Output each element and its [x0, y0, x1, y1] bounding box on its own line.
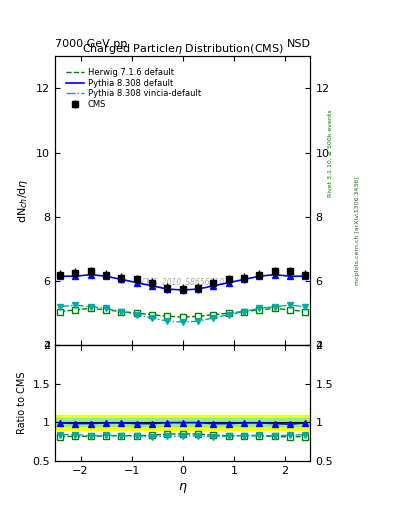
Pythia 8.308 vincia-default — [73, 302, 78, 308]
Line: Pythia 8.308 vincia-default: Pythia 8.308 vincia-default — [60, 305, 305, 322]
Herwig 7.1.6 default — [134, 310, 139, 316]
Herwig 7.1.6 default — [288, 307, 292, 313]
Pythia 8.308 default — [119, 276, 124, 283]
Pythia 8.308 default — [242, 276, 246, 283]
Pythia 8.308 vincia-default — [150, 315, 154, 321]
Herwig 7.1.6 default — [150, 312, 154, 318]
Pythia 8.308 vincia-default — [180, 319, 185, 325]
Herwig 7.1.6 default — [226, 310, 231, 316]
Pythia 8.308 vincia-default — [196, 318, 200, 324]
Pythia 8.308 default — [180, 287, 185, 293]
Text: CMS_2010_S8656010: CMS_2010_S8656010 — [141, 277, 224, 286]
Text: 7000 GeV pp: 7000 GeV pp — [55, 38, 127, 49]
Pythia 8.308 default — [226, 280, 231, 286]
Herwig 7.1.6 default — [257, 307, 262, 313]
Pythia 8.308 default — [196, 286, 200, 292]
Pythia 8.308 vincia-default — [165, 318, 170, 324]
Pythia 8.308 vincia-default — [242, 308, 246, 314]
Pythia 8.308 vincia-default — [88, 304, 93, 310]
Herwig 7.1.6 default — [58, 308, 62, 314]
Herwig 7.1.6 default — [180, 314, 185, 320]
Herwig 7.1.6 default — [272, 305, 277, 311]
Pythia 8.308 default — [88, 271, 93, 278]
Pythia 8.308 vincia-default — [226, 312, 231, 318]
Herwig 7.1.6 default — [211, 312, 216, 318]
Text: mcplots.cern.ch [arXiv:1306.3436]: mcplots.cern.ch [arXiv:1306.3436] — [355, 176, 360, 285]
Herwig 7.1.6 default — [165, 313, 170, 319]
Y-axis label: Ratio to CMS: Ratio to CMS — [17, 372, 27, 434]
Pythia 8.308 vincia-default — [104, 305, 108, 311]
Herwig 7.1.6 default — [88, 305, 93, 311]
Pythia 8.308 default — [272, 271, 277, 278]
Pythia 8.308 vincia-default — [211, 315, 216, 321]
Pythia 8.308 vincia-default — [257, 305, 262, 311]
Herwig 7.1.6 default — [303, 308, 308, 314]
Legend: Herwig 7.1.6 default, Pythia 8.308 default, Pythia 8.308 vincia-default, CMS: Herwig 7.1.6 default, Pythia 8.308 defau… — [64, 66, 202, 111]
Y-axis label: dN$_{ch}$/d$\eta$: dN$_{ch}$/d$\eta$ — [17, 179, 31, 223]
Pythia 8.308 default — [104, 273, 108, 279]
Bar — [55, 418, 310, 426]
Herwig 7.1.6 default — [73, 307, 78, 313]
Pythia 8.308 vincia-default — [272, 304, 277, 310]
Pythia 8.308 default — [165, 286, 170, 292]
Pythia 8.308 default — [150, 283, 154, 289]
Pythia 8.308 default — [134, 280, 139, 286]
Title: Charged Particle$\eta$ Distribution(CMS): Charged Particle$\eta$ Distribution(CMS) — [82, 42, 284, 56]
Pythia 8.308 default — [303, 273, 308, 279]
Pythia 8.308 vincia-default — [58, 304, 62, 310]
Line: Herwig 7.1.6 default: Herwig 7.1.6 default — [60, 308, 305, 317]
Herwig 7.1.6 default — [104, 307, 108, 313]
Text: Rivet 3.1.10, ≥ 500k events: Rivet 3.1.10, ≥ 500k events — [328, 110, 332, 198]
Pythia 8.308 default — [58, 273, 62, 279]
Herwig 7.1.6 default — [242, 308, 246, 314]
Pythia 8.308 vincia-default — [303, 304, 308, 310]
Pythia 8.308 vincia-default — [288, 302, 292, 308]
Pythia 8.308 default — [257, 273, 262, 279]
Pythia 8.308 default — [288, 273, 292, 279]
Pythia 8.308 default — [211, 283, 216, 289]
Bar — [55, 415, 310, 430]
Herwig 7.1.6 default — [119, 308, 124, 314]
Pythia 8.308 vincia-default — [119, 308, 124, 314]
X-axis label: $\eta$: $\eta$ — [178, 481, 187, 495]
Pythia 8.308 vincia-default — [134, 312, 139, 318]
Pythia 8.308 default — [73, 273, 78, 279]
Line: Pythia 8.308 default: Pythia 8.308 default — [60, 274, 305, 290]
Text: NSD: NSD — [286, 38, 310, 49]
Herwig 7.1.6 default — [196, 313, 200, 319]
